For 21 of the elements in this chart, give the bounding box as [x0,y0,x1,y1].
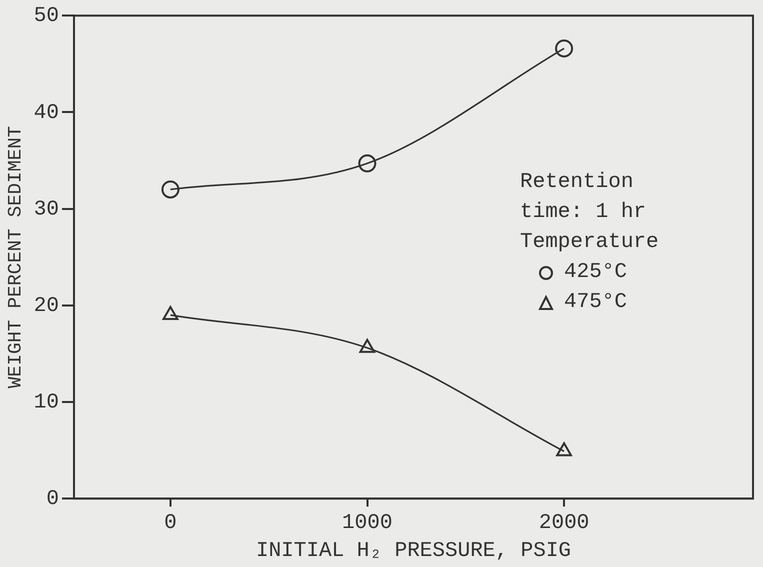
x-tick-label: 1000 [342,512,392,535]
y-tick-label: 30 [34,198,60,222]
y-tick-label: 0 [46,488,60,512]
y-tick-label: 40 [34,102,60,125]
point [359,338,376,353]
x-axis-title: INITIAL H₂ PRESSURE, PSIG [256,540,572,563]
point [555,39,574,58]
x-tick-label: 2000 [538,512,590,535]
point [161,180,180,198]
y-axis-title: WEIGHT PERCENT SEDIMENT [4,126,26,388]
y-tick-label: 20 [34,294,60,318]
legend-title: Temperature [520,230,659,256]
legend-label: 425°C [564,260,628,286]
point [556,442,572,456]
point [358,154,376,172]
y-tick-label: 50 [34,5,60,28]
legend-label: 475°C [564,290,628,316]
point [162,306,178,320]
y-tick-label: 10 [34,392,60,415]
annotation: Retention time: 1 hr [520,170,648,226]
x-tick-label: 0 [164,512,177,535]
